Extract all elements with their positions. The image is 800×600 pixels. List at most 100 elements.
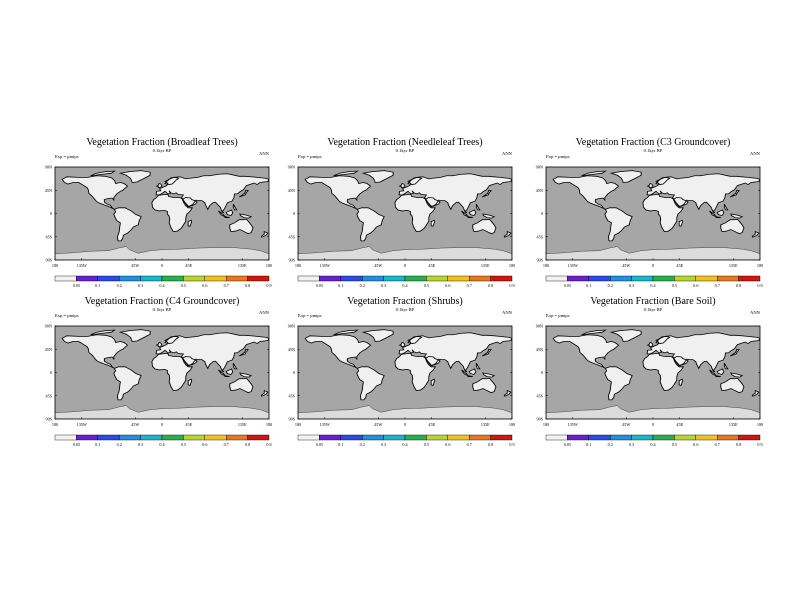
colorbar: 0.05 0.1 0.2 0.3 0.4 0.5 0.6 0.7 0.8 0.9: [545, 275, 763, 288]
colorbar-swatch: [674, 275, 697, 282]
colorbar-label: 0.6: [693, 283, 698, 288]
map-panel-3: Vegetation Fraction (C3 Groundcover)0.1k…: [536, 137, 763, 288]
experiment-label: Exp = pmips: [298, 154, 322, 159]
colorbar-label: 0.1: [338, 442, 343, 447]
panel-title: Vegetation Fraction (Broadleaf Trees): [86, 137, 237, 148]
lat-tick-label: 45S: [288, 393, 295, 398]
lat-tick-label: 45N: [536, 188, 543, 193]
lon-tick-label: 180: [295, 263, 301, 268]
colorbar: 0.05 0.1 0.2 0.3 0.4 0.5 0.6 0.7 0.8 0.9: [545, 434, 763, 447]
colorbar-swatch: [161, 434, 184, 441]
lon-tick-label: 0: [404, 422, 406, 427]
colorbar-swatch: [161, 275, 184, 282]
map-area: [55, 329, 269, 419]
lat-tick-label: 90N: [45, 324, 52, 329]
colorbar-swatch: [469, 434, 491, 441]
colorbar-label: 0.6: [202, 442, 207, 447]
colorbar-swatch: [674, 434, 697, 441]
lat-tick-label: 45S: [45, 393, 52, 398]
panel-title: Vegetation Fraction (C4 Groundcover): [85, 296, 240, 307]
colorbar-swatch: [97, 434, 120, 441]
colorbar-swatch: [76, 275, 99, 282]
lon-tick-label: 45W: [622, 422, 630, 427]
colorbar-swatch: [545, 275, 568, 282]
colorbar-label: 0.3: [381, 283, 386, 288]
colorbar-label: 0.7: [224, 442, 229, 447]
colorbar-label: 0.8: [488, 442, 493, 447]
colorbar-swatch: [204, 434, 227, 441]
colorbar-label: 0.05: [73, 442, 80, 447]
colorbar-label: 0.9: [266, 442, 271, 447]
colorbar-swatch: [404, 275, 427, 282]
experiment-label: Exp = pmips: [546, 313, 570, 318]
panel-subtitle: 0.1kyr BP: [396, 148, 415, 153]
colorbar-swatch: [545, 434, 568, 441]
lat-tick-label: 45N: [288, 188, 295, 193]
colorbar-swatch: [738, 275, 761, 282]
colorbar-swatch: [588, 275, 611, 282]
colorbar-swatch: [631, 434, 654, 441]
experiment-label: Exp = pmips: [55, 313, 79, 318]
colorbar-swatch: [717, 434, 739, 441]
lon-tick-label: 0: [404, 263, 406, 268]
panel-subtitle: 0.1kyr BP: [153, 307, 172, 312]
colorbar-label: 0.8: [736, 283, 741, 288]
lat-tick-label: 0: [293, 211, 295, 216]
lat-tick-label: 0: [50, 370, 52, 375]
colorbar-swatch: [404, 434, 427, 441]
lon-tick-label: 45E: [676, 263, 683, 268]
lon-tick-label: 45W: [131, 263, 139, 268]
colorbar-label: 0.3: [629, 442, 634, 447]
lon-tick-label: 135E: [481, 263, 490, 268]
lat-tick-label: 45S: [45, 234, 52, 239]
lon-tick-label: 180: [543, 263, 549, 268]
colorbar-swatch: [183, 275, 205, 282]
colorbar-label: 0.7: [715, 442, 720, 447]
colorbar-label: 0.6: [693, 442, 698, 447]
colorbar-label: 0.05: [316, 442, 323, 447]
colorbar-swatch: [297, 434, 320, 441]
lon-tick-label: 0: [652, 263, 654, 268]
lon-tick-label: 0: [161, 263, 163, 268]
lon-tick-label: 45E: [185, 422, 192, 427]
colorbar-swatch: [319, 434, 341, 441]
lon-tick-label: 180: [509, 422, 515, 427]
colorbar-swatch: [204, 275, 227, 282]
colorbar-swatch: [426, 275, 448, 282]
lat-tick-label: 90N: [288, 324, 295, 329]
colorbar-swatch: [738, 434, 761, 441]
colorbar-label: 0.3: [629, 283, 634, 288]
colorbar-swatch: [247, 434, 270, 441]
colorbar-label: 0.1: [338, 283, 343, 288]
colorbar-label: 0.5: [672, 442, 677, 447]
lon-tick-label: 135W: [77, 422, 87, 427]
colorbar-label: 0.05: [564, 442, 571, 447]
colorbar-swatch: [118, 434, 141, 441]
colorbar-swatch: [97, 275, 120, 282]
lon-tick-label: 45W: [622, 263, 630, 268]
lat-tick-label: 90S: [288, 417, 295, 422]
colorbar-swatch: [447, 434, 470, 441]
colorbar-label: 0.5: [181, 442, 186, 447]
colorbar-swatch: [319, 275, 341, 282]
lon-tick-label: 135W: [568, 422, 578, 427]
colorbar-swatch: [426, 434, 448, 441]
colorbar-label: 0.9: [266, 283, 271, 288]
colorbar-label: 0.4: [650, 283, 656, 288]
map-area: [298, 329, 512, 419]
colorbar-swatch: [225, 275, 248, 282]
lat-tick-label: 45N: [45, 347, 52, 352]
lon-tick-label: 135W: [77, 263, 87, 268]
colorbar-label: 0.05: [73, 283, 80, 288]
lon-tick-label: 180: [266, 422, 272, 427]
colorbar: 0.05 0.1 0.2 0.3 0.4 0.5 0.6 0.7 0.8 0.9: [54, 434, 272, 447]
colorbar-label: 0.7: [715, 283, 720, 288]
colorbar-swatch: [54, 275, 77, 282]
colorbar-swatch: [225, 434, 248, 441]
colorbar-label: 0.2: [117, 283, 122, 288]
colorbar-label: 0.9: [509, 442, 514, 447]
season-label: ANN: [259, 151, 270, 156]
lon-tick-label: 0: [652, 422, 654, 427]
season-label: ANN: [259, 310, 270, 315]
experiment-label: Exp = pmips: [298, 313, 322, 318]
